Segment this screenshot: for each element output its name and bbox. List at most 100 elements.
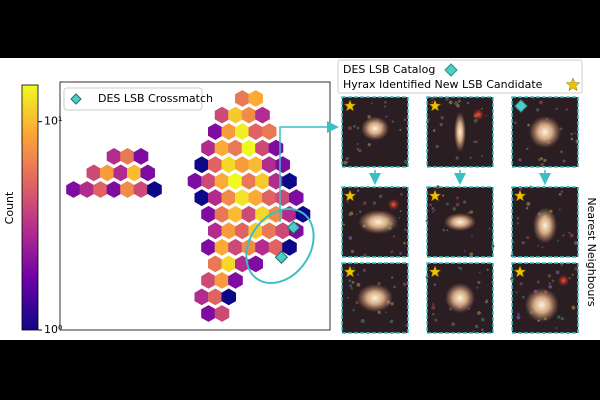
hex-cell — [248, 90, 263, 107]
hex-cell — [127, 164, 142, 182]
noise-dot — [472, 330, 475, 333]
galaxy — [529, 116, 561, 148]
noise-dot — [541, 246, 544, 249]
noise-dot — [562, 234, 565, 237]
noise-dot — [536, 108, 540, 112]
noise-dot — [359, 210, 362, 213]
galaxy — [524, 288, 559, 322]
galaxy — [533, 207, 557, 244]
noise-dot — [548, 284, 553, 289]
hex-cell — [100, 164, 115, 182]
noise-dot — [432, 303, 435, 306]
hex-cell — [228, 106, 243, 124]
noise-dot — [399, 128, 402, 132]
noise-dot — [547, 274, 552, 278]
noise-dot — [514, 121, 517, 125]
noise-dot — [349, 211, 354, 216]
hex-cell — [268, 238, 284, 256]
thumbnail-border — [426, 186, 494, 258]
noise-dot — [400, 193, 403, 196]
panel-legend-label: Hyrax Identified New LSB Candidate — [343, 78, 543, 91]
star-icon — [343, 265, 357, 278]
hex-cell — [228, 272, 243, 289]
hex-cell — [221, 222, 236, 240]
hex-cell — [221, 255, 236, 273]
noise-dot — [457, 266, 460, 269]
noise-dot — [399, 210, 402, 213]
noise-dot — [442, 194, 445, 197]
hex-cell — [214, 305, 230, 322]
hex-cell — [235, 156, 250, 174]
noise-dot — [351, 280, 355, 284]
noise-dot — [433, 283, 437, 287]
noise-dot — [456, 104, 460, 108]
noise-dot — [558, 192, 562, 196]
noise-dot — [574, 132, 577, 134]
hex-cell — [194, 189, 209, 207]
star-icon — [428, 265, 442, 278]
noise-dot — [367, 143, 371, 147]
noise-dot — [548, 282, 551, 285]
hex-cell — [106, 181, 122, 198]
noise-dot — [346, 200, 349, 203]
noise-dot — [436, 185, 440, 190]
hex-cell — [241, 172, 257, 190]
noise-dot — [352, 309, 355, 312]
noise-dot — [543, 158, 547, 163]
noise-dot — [384, 105, 387, 108]
noise-dot — [476, 286, 479, 289]
noise-dot — [390, 250, 394, 254]
noise-dot — [560, 190, 564, 193]
noise-dot — [445, 202, 449, 206]
hex-cell — [228, 205, 243, 223]
noise-dot — [362, 268, 367, 272]
star-icon — [428, 189, 442, 202]
noise-dot — [429, 203, 433, 207]
panel-legend-label: DES LSB Catalog — [343, 63, 435, 76]
noise-dot — [481, 328, 484, 332]
hex-cell — [214, 272, 230, 289]
noise-dot — [448, 100, 453, 105]
hex-cell — [214, 172, 230, 190]
noise-dot — [480, 155, 483, 158]
noise-dot — [445, 97, 449, 101]
hex-cell — [214, 106, 230, 124]
noise-dot — [356, 126, 360, 130]
noise-dot — [458, 100, 461, 103]
hex-cell — [208, 189, 223, 207]
noise-dot — [469, 252, 474, 257]
noise-dot — [516, 217, 520, 220]
noise-dot — [481, 317, 485, 322]
noise-dot — [477, 280, 481, 285]
noise-dot — [560, 317, 565, 321]
noise-dot — [574, 267, 578, 271]
noise-dot — [525, 206, 529, 210]
noise-dot — [463, 250, 466, 252]
star-icon — [343, 189, 357, 202]
noise-dot — [539, 100, 544, 105]
hex-cell — [248, 156, 263, 174]
hex-cell — [241, 139, 257, 157]
noise-dot — [551, 279, 555, 283]
noise-dot — [435, 144, 439, 149]
colorbar-tick-label: 10⁰ — [44, 323, 63, 336]
noise-dot — [393, 235, 396, 238]
star-source — [557, 274, 570, 287]
colorbar-label: Count — [3, 191, 16, 224]
panel-legend-box — [337, 59, 583, 94]
star-icon — [343, 99, 357, 112]
noise-dot — [370, 102, 373, 105]
noise-dot — [519, 282, 523, 286]
noise-dot — [516, 315, 521, 320]
hex-cell — [201, 205, 216, 223]
galaxy — [444, 213, 476, 231]
noise-dot — [402, 282, 407, 287]
thumbnail-border — [511, 262, 579, 334]
hex-cell — [187, 172, 203, 190]
noise-dot — [432, 313, 435, 316]
noise-dot — [356, 282, 361, 287]
noise-dot — [571, 273, 574, 276]
hex-cell — [113, 164, 128, 182]
thumbnail-grid — [341, 96, 580, 334]
noise-dot — [517, 313, 520, 316]
